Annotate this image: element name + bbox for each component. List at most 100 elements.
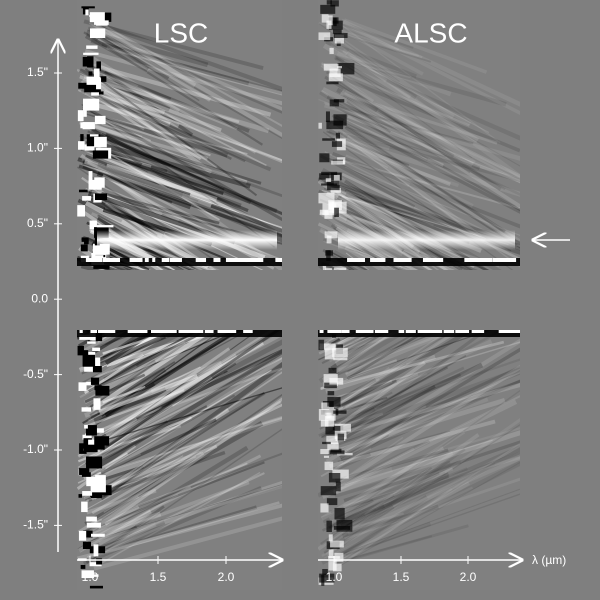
noise [92,150,109,159]
streak [338,395,520,488]
noise [92,347,101,352]
noise [94,115,106,125]
streak [321,444,520,557]
edge-noise [90,330,96,333]
edge-noise [213,258,221,262]
streak [83,484,282,547]
streak [103,70,194,137]
streak [103,451,202,513]
streak [83,330,204,411]
noise [318,408,336,421]
streak [343,487,453,563]
noise [86,76,101,85]
noise [323,63,339,71]
streak [323,448,466,554]
streak [95,349,282,470]
streak [85,454,262,543]
noise [86,476,103,487]
labels: LSC 1.0 1.5 2.0 ALSC 1.0 1.5 2.0 1.5" 1.0" 0.5" 0.0… [23,17,477,584]
streak [341,24,501,144]
streak [347,114,520,184]
streak [86,488,157,515]
noise [328,367,337,374]
streak [100,418,217,475]
noise [86,456,103,469]
noise [335,132,341,139]
noise [80,244,88,252]
streak [90,407,230,501]
noise [89,12,105,23]
edge-noise [195,258,207,262]
streak [324,120,446,158]
edge-noise [370,258,382,262]
streak [95,255,149,270]
noise [93,265,110,269]
streak [326,130,410,167]
streak [83,19,264,71]
bright-band [338,230,515,250]
edge-noise [377,258,386,262]
streak [90,511,162,538]
noise [321,402,330,411]
streak [342,94,506,191]
streak [86,79,213,174]
edge-noise [152,258,156,262]
noise [322,265,327,270]
noise [93,68,100,78]
streak [93,330,147,350]
streak [325,191,476,268]
streak [319,229,394,270]
noise [319,153,330,163]
streak [339,521,432,559]
noise [86,134,101,147]
streak [91,255,136,270]
noise [328,15,333,26]
streak [90,63,272,117]
streak [97,505,140,530]
streak [335,481,471,563]
edge-noise [275,258,282,262]
streak [104,31,282,111]
noise [337,433,345,441]
streak [327,373,419,415]
streak [94,115,211,157]
streak [334,364,520,489]
streak [85,146,242,208]
edge-noise [471,330,485,333]
noise [84,238,89,245]
streak [346,31,424,76]
streak [328,452,372,474]
edge-noise [421,330,427,333]
x-tick-label: 1.5 [150,570,167,584]
streak [99,361,282,501]
streak [324,330,463,415]
edge-noise [432,330,443,333]
streak [324,103,520,161]
panel-title: LSC [154,17,208,48]
noise [88,71,93,76]
noise [329,407,335,410]
images [77,0,520,590]
noise [78,82,88,89]
noise [89,220,97,230]
streak [93,330,212,380]
streak [86,332,255,453]
streak [94,348,282,441]
streak [105,133,262,185]
streak [84,421,264,527]
streak [101,330,223,417]
noise [84,84,101,93]
streak [345,52,418,100]
streak [320,446,445,521]
streak [94,387,282,444]
noise [328,534,333,544]
streak [332,447,415,495]
streak [82,165,173,204]
streak [343,118,444,167]
streak [104,397,282,526]
noise [82,196,92,201]
noise [79,468,90,475]
streak [326,330,505,424]
streak [320,340,505,390]
streak [347,462,496,529]
